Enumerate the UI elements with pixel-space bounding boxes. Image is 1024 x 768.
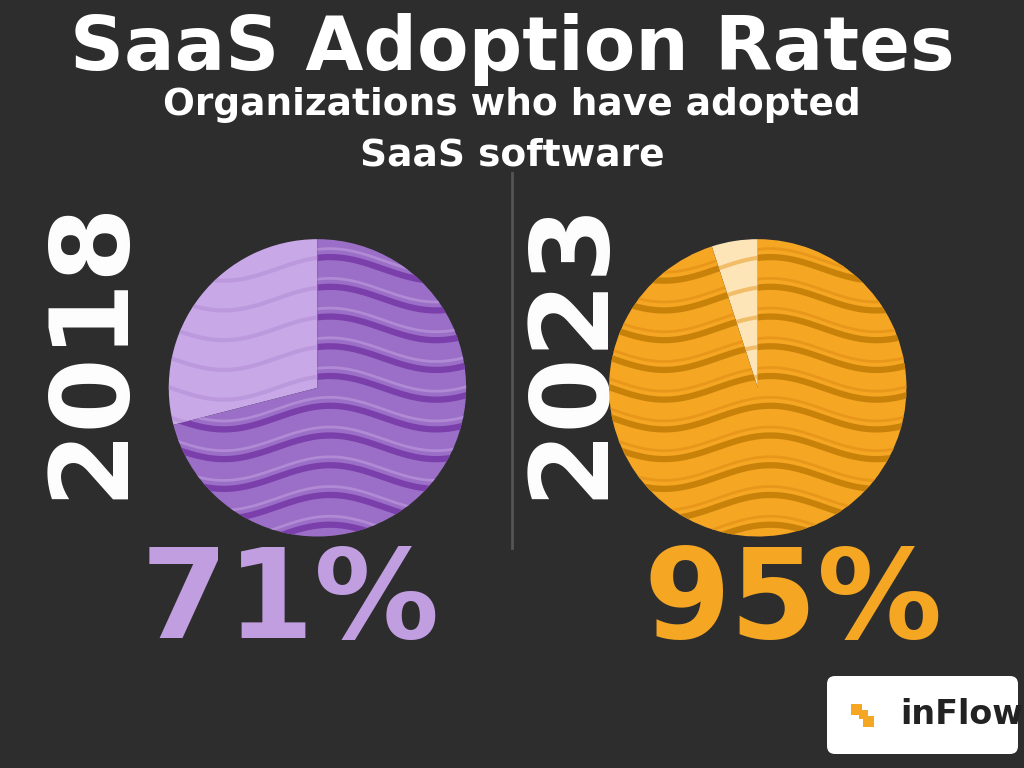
Text: inFlow: inFlow [900,699,1023,731]
Text: Organizations who have adopted
SaaS software: Organizations who have adopted SaaS soft… [163,87,861,173]
Bar [859,710,867,719]
Text: 95%: 95% [643,542,943,664]
Bar [863,716,874,727]
FancyBboxPatch shape [827,676,1018,754]
Text: 2023: 2023 [517,197,623,498]
Text: SaaS Adoption Rates: SaaS Adoption Rates [70,14,954,87]
Wedge shape [173,239,466,537]
Bar [851,703,862,715]
Text: 2018: 2018 [37,197,143,499]
Text: 71%: 71% [140,542,439,664]
Wedge shape [609,239,906,537]
Wedge shape [169,239,317,425]
Wedge shape [712,239,758,388]
